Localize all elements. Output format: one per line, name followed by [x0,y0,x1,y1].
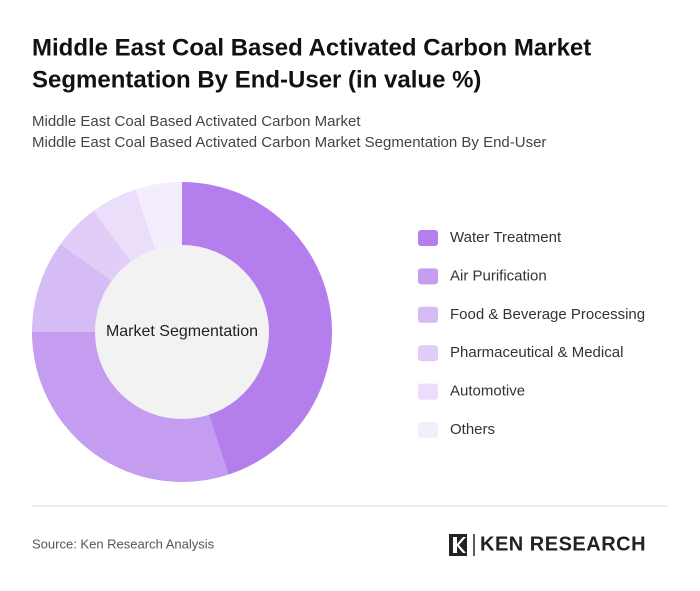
legend: Water Treatment Air Purification Food & Be… [418,229,645,438]
subtitle: Middle East Coal Based Activated Carbon … [32,134,546,151]
legend-swatch [418,230,438,246]
source: Source: Ken Research Analysis [32,536,215,551]
legend-label: Others [450,421,495,438]
logo-text: KEN RESEARCH [480,533,646,555]
donut-hole [95,245,269,419]
legend-label: Water Treatment [450,229,562,246]
legend-swatch [418,422,438,438]
legend-swatch [418,345,438,362]
legend-label: Automotive [450,383,525,400]
legend-swatch [418,268,438,285]
legend-label: Air Purification [450,267,547,284]
logo-icon [449,534,475,556]
chart-title: Middle East Coal Based Activated Carbon … [32,34,591,61]
legend-label: Food & Beverage Processing [450,306,645,323]
subtitle: Middle East Coal Based Activated Carbon … [32,113,361,130]
legend-label: Pharmaceutical & Medical [450,344,623,361]
center-label: Market Segmentation [106,323,258,340]
legend-swatch [418,383,438,400]
legend-swatch [418,306,438,323]
chart-title: Segmentation By End-User (in value %) [32,66,481,93]
